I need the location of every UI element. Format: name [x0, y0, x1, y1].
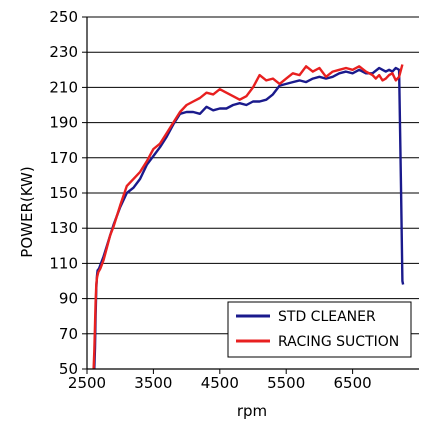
y-tick-label-230: 230	[49, 43, 78, 61]
y-tick-label-110: 110	[49, 254, 78, 272]
legend-box	[227, 301, 412, 358]
y-tick-label-250: 250	[49, 8, 78, 26]
y-tick-label-210: 210	[49, 78, 78, 96]
x-tick-label-3500: 3500	[134, 374, 172, 392]
y-tick-label-170: 170	[49, 149, 78, 167]
legend: STD CLEANER RACING SUCTION	[227, 301, 412, 358]
y-tick-label-70: 70	[59, 325, 78, 343]
y-axis-title: POWER(KW)	[18, 166, 36, 257]
y-tick-label-190: 190	[49, 114, 78, 132]
y-tick-label-150: 150	[49, 184, 78, 202]
x-axis-title: rpm	[237, 402, 267, 420]
x-tick-label-2500: 2500	[68, 374, 106, 392]
legend-label-racing-suction: RACING SUCTION	[278, 334, 399, 350]
tick-label-layer: 50 70 90 110 130 150 170 190 210 230 250 2500 3500 45…	[49, 8, 371, 392]
axes-layer	[82, 16, 419, 374]
series-layer	[92, 64, 405, 369]
x-tick-label-6500: 6500	[334, 374, 372, 392]
x-tick-label-5500: 5500	[267, 374, 305, 392]
series-line-racing-suction	[92, 64, 404, 369]
x-tick-label-4500: 4500	[201, 374, 239, 392]
y-tick-label-130: 130	[49, 219, 78, 237]
y-tick-label-50: 50	[59, 360, 78, 378]
grid-layer	[87, 16, 419, 335]
y-tick-label-90: 90	[59, 290, 78, 308]
legend-label-std-cleaner: STD CLEANER	[278, 309, 376, 325]
